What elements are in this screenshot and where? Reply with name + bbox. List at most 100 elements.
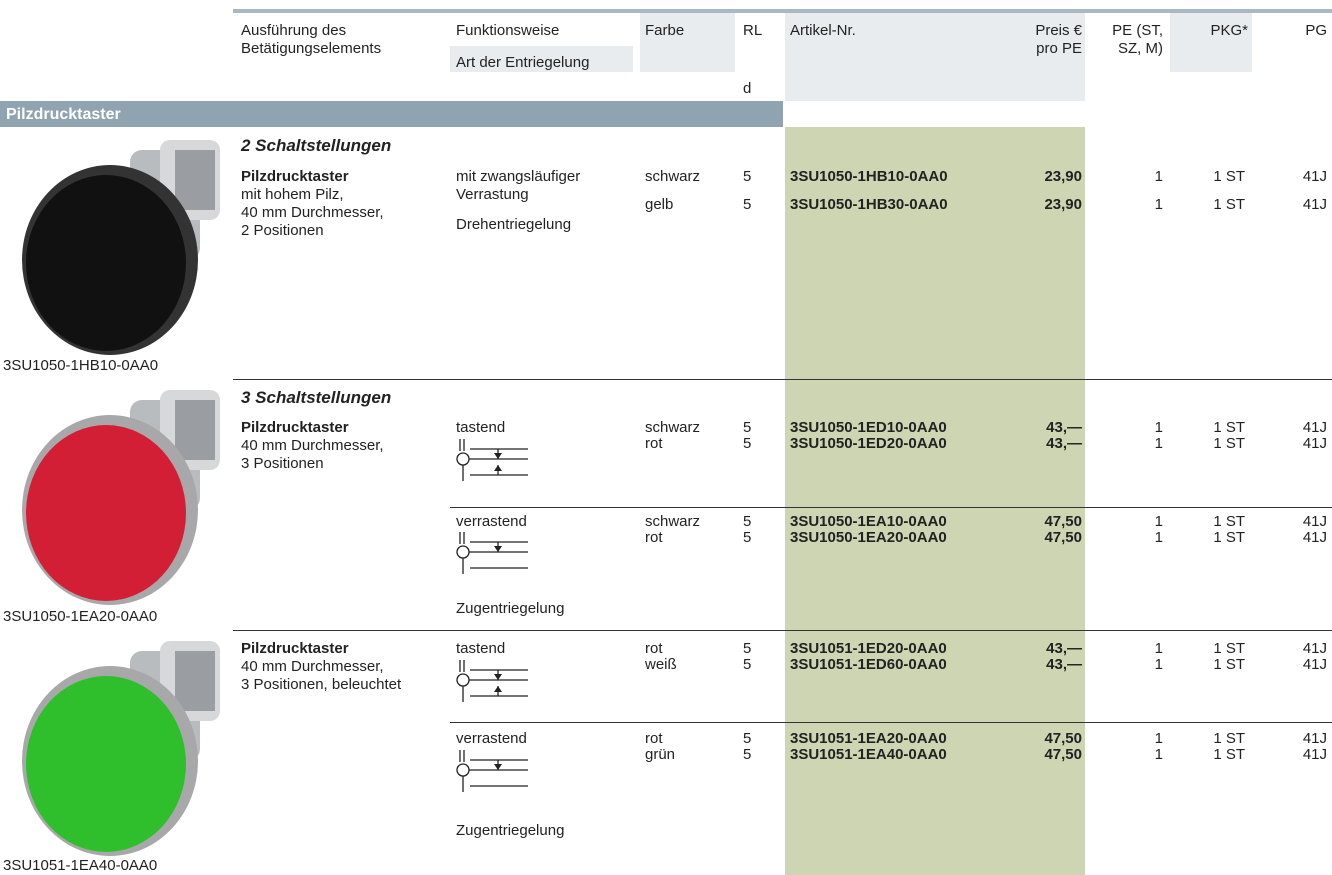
product-description: 3 Positionen xyxy=(241,455,324,472)
product-name: Pilzdrucktaster xyxy=(241,168,349,185)
cell: 1 ST xyxy=(1213,640,1245,657)
cell: 43,— xyxy=(1046,435,1082,452)
switch-symbol xyxy=(456,658,536,710)
product-image xyxy=(10,636,230,860)
cell: 1 ST xyxy=(1213,168,1245,185)
section-title: Pilzdrucktaster xyxy=(6,106,121,123)
header-label: Preis € xyxy=(1035,22,1082,39)
product-image-graphic xyxy=(22,390,220,605)
cell: 41J xyxy=(1302,640,1327,657)
product-name: Pilzdrucktaster xyxy=(241,419,349,436)
image-caption: 3SU1051-1EA40-0AA0 xyxy=(3,857,158,874)
cell: 3SU1050-1ED10-0AA0 xyxy=(790,419,947,436)
cell: 1 xyxy=(1154,196,1163,213)
cell: 1 ST xyxy=(1213,730,1245,747)
cell: 23,90 xyxy=(1044,196,1082,213)
image-caption: 3SU1050-1EA20-0AA0 xyxy=(3,608,158,625)
header-label: Funktionsweise xyxy=(456,22,560,39)
cell: rot xyxy=(645,730,663,747)
cell: 3SU1051-1EA20-0AA0 xyxy=(790,730,947,747)
cell: 43,— xyxy=(1046,656,1082,673)
cell: rot xyxy=(645,435,663,452)
switch-symbol-graphic xyxy=(456,439,528,481)
cell: 1 ST xyxy=(1213,196,1245,213)
release-type: Zugentriegelung xyxy=(456,822,565,839)
cell: 47,50 xyxy=(1044,529,1082,546)
cell: 41J xyxy=(1302,730,1327,747)
cell: weiß xyxy=(645,656,677,673)
cell: 3SU1050-1HB30-0AA0 xyxy=(790,196,948,213)
cell: schwarz xyxy=(645,168,701,185)
cell: 3SU1050-1ED20-0AA0 xyxy=(790,435,947,452)
header-label: PG xyxy=(1305,22,1327,39)
cell: 1 ST xyxy=(1213,513,1245,530)
product-description: 40 mm Durchmesser, xyxy=(241,437,384,454)
cell: 43,— xyxy=(1046,419,1082,436)
cell: 1 xyxy=(1154,168,1163,185)
header-label: Farbe xyxy=(645,22,685,39)
header-label: Art der Entriegelung xyxy=(456,54,590,71)
article-column xyxy=(785,127,1085,875)
switch-symbol xyxy=(456,437,536,489)
cell: 5 xyxy=(743,196,752,213)
cell: 1 ST xyxy=(1213,419,1245,436)
switch-symbol xyxy=(456,530,536,582)
product-image xyxy=(10,135,230,359)
switch-symbol xyxy=(456,748,536,800)
cell: 47,50 xyxy=(1044,746,1082,763)
cell: 3SU1050-1EA10-0AA0 xyxy=(790,513,947,530)
cell: 3SU1050-1HB10-0AA0 xyxy=(790,168,948,185)
cell: 1 ST xyxy=(1213,435,1245,452)
cell: 41J xyxy=(1302,513,1327,530)
product-description: mit hohem Pilz, xyxy=(241,186,344,203)
divider xyxy=(233,379,1332,380)
cell: gelb xyxy=(645,196,674,213)
cell: 3SU1050-1EA20-0AA0 xyxy=(790,529,947,546)
cell: 1 xyxy=(1154,419,1163,436)
cell: schwarz xyxy=(645,419,701,436)
cell: 5 xyxy=(743,435,752,452)
cell: 3SU1051-1ED60-0AA0 xyxy=(790,656,947,673)
header-label: RL xyxy=(743,22,763,39)
header-label: Artikel-Nr. xyxy=(790,22,856,39)
cell: 1 ST xyxy=(1213,529,1245,546)
cell: 5 xyxy=(743,730,752,747)
product-description: 40 mm Durchmesser, xyxy=(241,658,384,675)
header-label: Ausführung des xyxy=(241,22,347,39)
cell: 41J xyxy=(1302,168,1327,185)
divider xyxy=(450,722,1332,723)
cell: 5 xyxy=(743,746,752,763)
header-label: SZ, M) xyxy=(1118,40,1163,57)
product-description: 3 Positionen, beleuchtet xyxy=(241,676,402,693)
cell: 41J xyxy=(1302,656,1327,673)
cell: rot xyxy=(645,529,663,546)
header-label: d xyxy=(743,80,752,97)
group-heading: 3 Schaltstellungen xyxy=(241,388,392,407)
group-heading: 2 Schaltstellungen xyxy=(241,136,392,155)
cell: 3SU1051-1ED20-0AA0 xyxy=(790,640,947,657)
cell: 1 ST xyxy=(1213,656,1245,673)
image-caption: 3SU1050-1HB10-0AA0 xyxy=(3,357,159,374)
cell: 41J xyxy=(1302,746,1327,763)
cell: 41J xyxy=(1302,529,1327,546)
cell: 47,50 xyxy=(1044,513,1082,530)
cell: 1 ST xyxy=(1213,746,1245,763)
release-type: Zugentriegelung xyxy=(456,600,565,617)
cell: 41J xyxy=(1302,435,1327,452)
cell: 1 xyxy=(1154,529,1163,546)
function: verrastend xyxy=(456,513,527,530)
product-description: 2 Positionen xyxy=(241,222,324,239)
top-rule xyxy=(233,9,1332,13)
cell: 1 xyxy=(1154,746,1163,763)
cell: 1 xyxy=(1154,656,1163,673)
cell: 5 xyxy=(743,419,752,436)
header-shade xyxy=(640,13,735,72)
switch-symbol-graphic xyxy=(456,750,528,792)
section-bar xyxy=(0,101,783,127)
cell: 1 xyxy=(1154,730,1163,747)
cell: 5 xyxy=(743,529,752,546)
switch-symbol-graphic xyxy=(456,532,528,574)
cell: 5 xyxy=(743,513,752,530)
product-image xyxy=(10,385,230,609)
